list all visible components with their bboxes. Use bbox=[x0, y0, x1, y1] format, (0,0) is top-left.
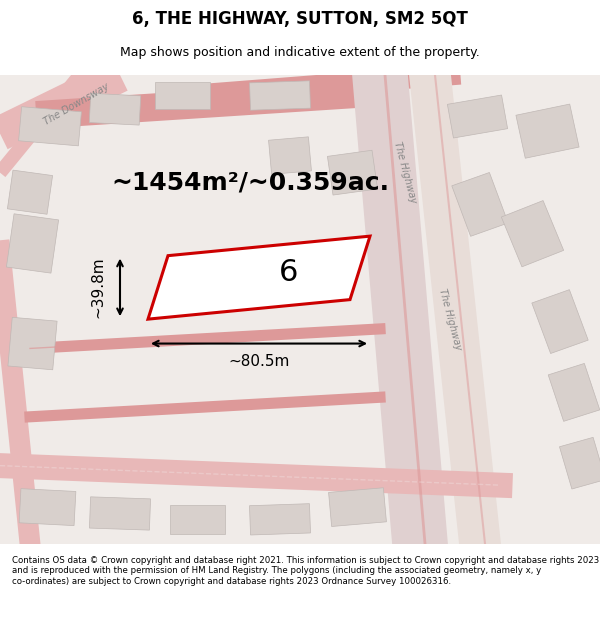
Bar bbox=[19, 107, 82, 146]
Text: The Highway: The Highway bbox=[392, 141, 418, 204]
Bar bbox=[328, 150, 377, 195]
Text: 6: 6 bbox=[280, 258, 299, 288]
Text: The Highway: The Highway bbox=[437, 287, 463, 351]
Text: The Downsway: The Downsway bbox=[42, 81, 111, 127]
Bar bbox=[155, 82, 210, 109]
Bar bbox=[559, 438, 600, 489]
Bar bbox=[532, 289, 588, 354]
Text: ~1454m²/~0.359ac.: ~1454m²/~0.359ac. bbox=[111, 171, 389, 194]
Bar bbox=[548, 363, 600, 421]
Bar bbox=[516, 104, 579, 158]
Bar bbox=[250, 81, 310, 110]
Bar bbox=[250, 504, 311, 535]
Polygon shape bbox=[148, 236, 370, 319]
Text: Map shows position and indicative extent of the property.: Map shows position and indicative extent… bbox=[120, 46, 480, 59]
Bar bbox=[448, 95, 508, 138]
Bar bbox=[329, 488, 386, 526]
Bar bbox=[452, 173, 508, 236]
Bar bbox=[89, 497, 151, 530]
Bar bbox=[19, 489, 76, 526]
Text: Contains OS data © Crown copyright and database right 2021. This information is : Contains OS data © Crown copyright and d… bbox=[12, 556, 599, 586]
Bar bbox=[170, 505, 225, 534]
Bar bbox=[269, 137, 311, 174]
Bar bbox=[8, 318, 57, 370]
Text: 6, THE HIGHWAY, SUTTON, SM2 5QT: 6, THE HIGHWAY, SUTTON, SM2 5QT bbox=[132, 10, 468, 27]
Bar bbox=[89, 93, 141, 125]
Text: ~80.5m: ~80.5m bbox=[229, 354, 290, 369]
Bar bbox=[7, 170, 53, 214]
Bar bbox=[7, 214, 59, 273]
Bar bbox=[502, 201, 563, 267]
Text: ~39.8m: ~39.8m bbox=[91, 257, 106, 318]
